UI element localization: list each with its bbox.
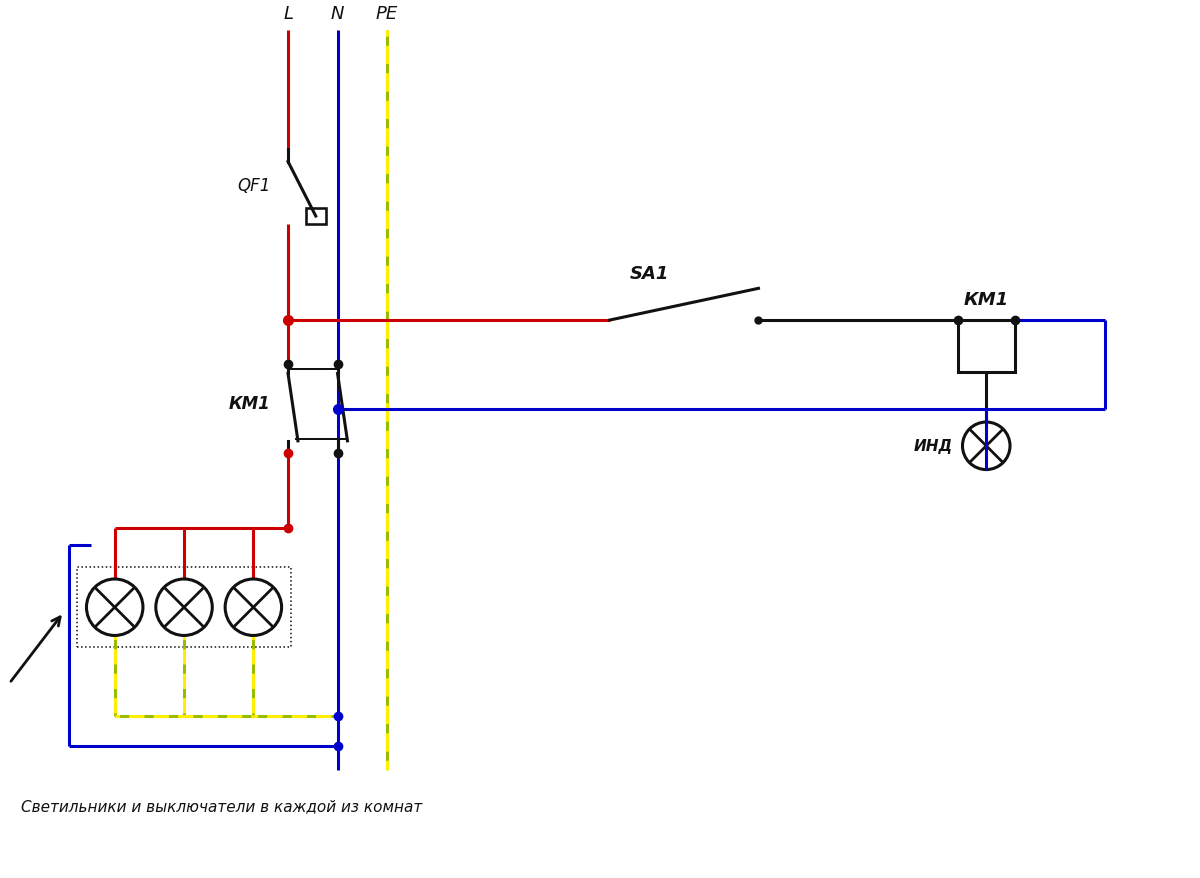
Bar	[958, 320, 1015, 372]
Bar	[306, 208, 325, 225]
Bar	[77, 567, 292, 648]
Text: L: L	[283, 5, 293, 23]
Text: QF1: QF1	[236, 177, 270, 195]
Text: КМ1: КМ1	[228, 395, 270, 413]
Text: Светильники и выключатели в каждой из комнат: Светильники и выключатели в каждой из ко…	[20, 798, 422, 813]
Text: PE: PE	[376, 5, 398, 23]
Text: N: N	[331, 5, 344, 23]
Text: ИНД: ИНД	[913, 439, 953, 454]
Text: КМ1: КМ1	[964, 291, 1009, 309]
Text: SA1: SA1	[630, 265, 670, 283]
